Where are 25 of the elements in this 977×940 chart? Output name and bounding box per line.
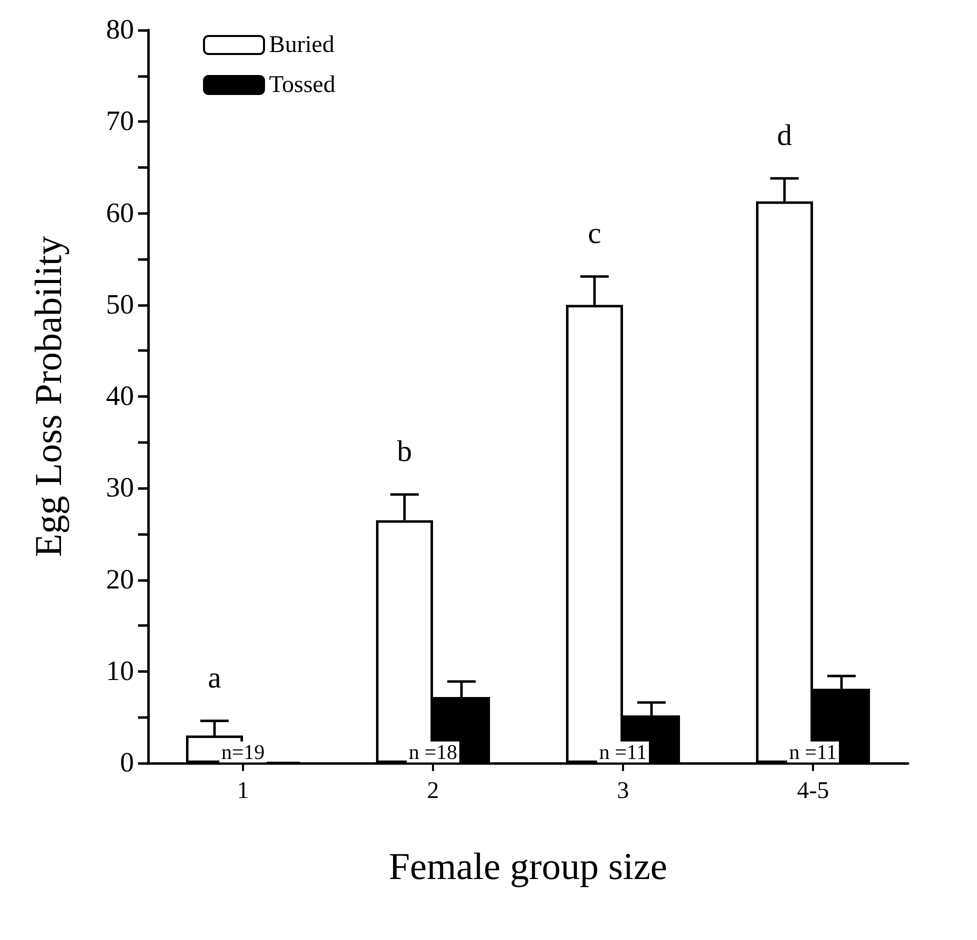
y-tick-label: 50 [106, 289, 134, 320]
x-tick-label: 1 [237, 778, 249, 804]
x-tick-label: 4-5 [797, 778, 829, 804]
y-tick-label: 0 [120, 748, 134, 778]
y-tick-label: 70 [106, 106, 134, 138]
annotation: b [397, 435, 412, 468]
annotation: d [777, 118, 792, 152]
y-tick-label: 80 [106, 14, 134, 46]
y-tick-label: 60 [106, 198, 134, 229]
legend-label: Tossed [269, 72, 336, 98]
annotation: a [208, 661, 222, 694]
x-tick-label: 2 [427, 778, 439, 804]
legend-label: Buried [269, 32, 334, 58]
annotation: n =11 [599, 740, 647, 764]
annotation: n =18 [408, 740, 458, 764]
y-tick-label: 40 [106, 381, 134, 412]
y-tick-label: 20 [106, 564, 134, 596]
y-axis-title: Egg Loss Probability [28, 236, 70, 557]
y-tick-label: 30 [106, 472, 134, 504]
annotation: n =11 [789, 740, 837, 764]
y-tick-label: 10 [106, 656, 134, 687]
x-tick-label: 3 [617, 778, 629, 804]
x-axis-title: Female group size [388, 846, 668, 888]
annotation: n=19 [221, 740, 265, 764]
annotation: c [588, 216, 602, 250]
